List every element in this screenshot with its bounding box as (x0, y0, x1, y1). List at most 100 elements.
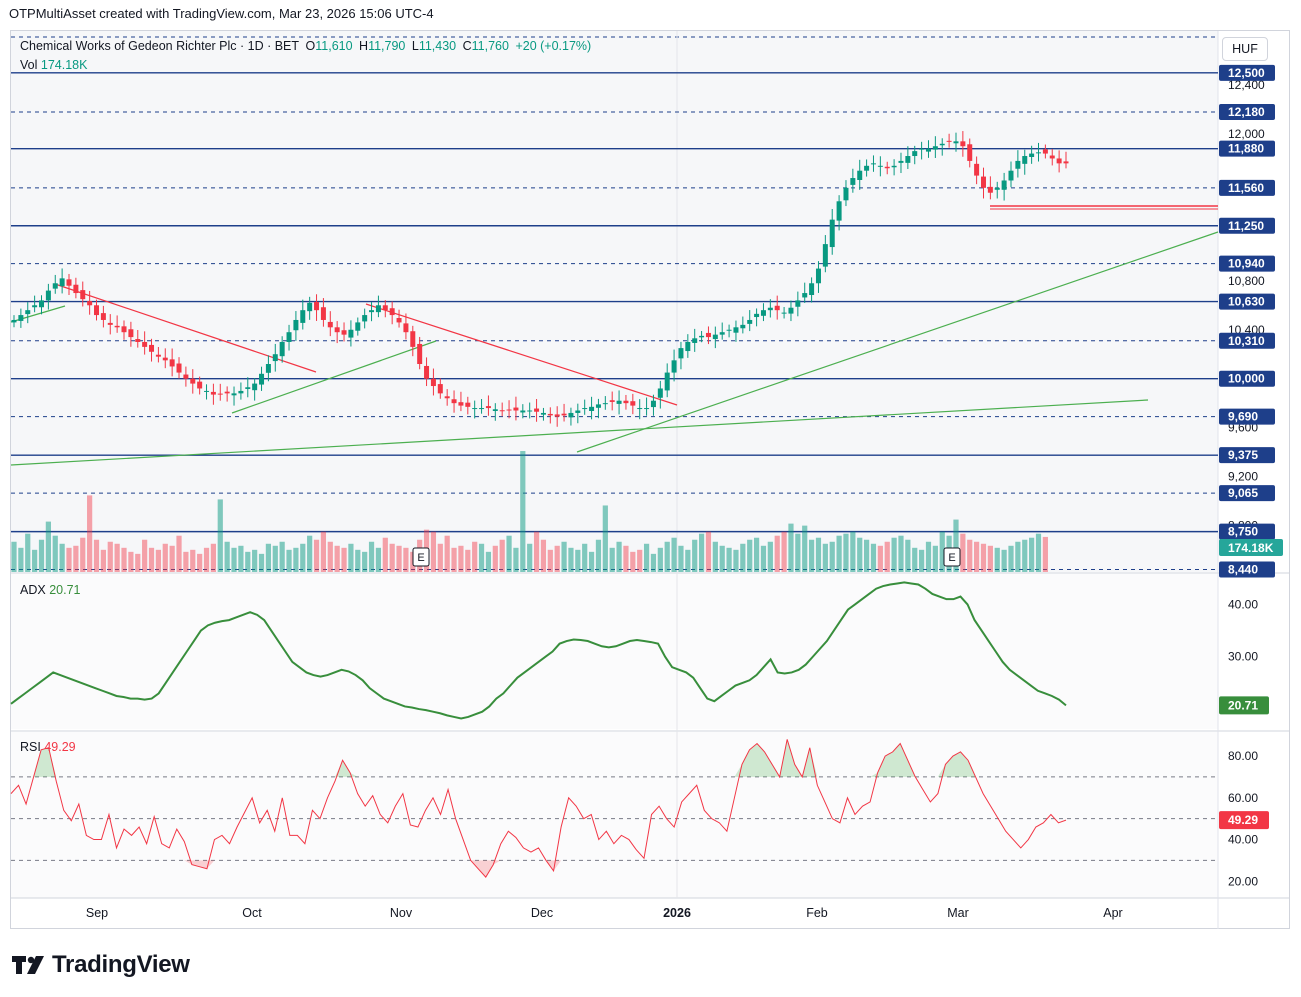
candle (245, 387, 251, 389)
volume-bar (1001, 549, 1007, 572)
candle (293, 319, 299, 331)
adx-pane-bg (11, 574, 1218, 729)
price-level-tag-label: 10,630 (1228, 295, 1265, 309)
volume-bar (430, 531, 437, 572)
volume-bar (396, 545, 402, 572)
volume-last-tag-label: 174.18K (1228, 541, 1274, 555)
rsi-tick-label: 60.00 (1228, 791, 1258, 805)
x-tick-label-mar: Mar (947, 906, 969, 920)
candle (967, 144, 973, 161)
candle (864, 165, 870, 171)
tradingview-logo[interactable]: TradingView (12, 951, 190, 979)
candle (375, 305, 381, 313)
price-level-tag-label: 8,440 (1228, 563, 1258, 577)
volume-bar (980, 543, 987, 572)
earnings-marker-label: E (948, 552, 955, 564)
price-level-tag (1219, 447, 1275, 464)
candle (898, 160, 904, 163)
volume-bar (73, 545, 79, 572)
adx-line (10, 581, 1067, 720)
candle (520, 410, 526, 413)
currency-button[interactable]: HUF (1222, 37, 1268, 61)
volume-value: 174.18K (40, 58, 88, 72)
volume-bar (513, 547, 519, 572)
price-level-tag (1219, 255, 1275, 272)
volume-bar (197, 553, 203, 572)
volume-bar (740, 543, 746, 572)
candle (252, 383, 258, 391)
chart-frame (10, 30, 1290, 929)
price-level-tag (1219, 64, 1275, 81)
candle (974, 163, 980, 176)
candle (754, 313, 760, 318)
volume-bar (967, 539, 973, 572)
volume-bar (11, 541, 17, 572)
price-level-tag-label: 11,560 (1228, 181, 1264, 195)
candle (767, 307, 773, 311)
candle (11, 319, 17, 323)
trendline-long-green (10, 399, 1149, 466)
candle (664, 372, 670, 391)
candle (128, 329, 134, 338)
candle (210, 391, 216, 395)
candle (891, 165, 897, 168)
candle (850, 178, 856, 185)
volume-bar (169, 545, 175, 572)
candle (382, 305, 388, 311)
candle (396, 318, 402, 323)
candle (919, 148, 925, 150)
volume-bar (348, 543, 354, 572)
candle (320, 307, 326, 320)
candle (121, 326, 127, 333)
candle (836, 201, 842, 221)
volume-bar (643, 543, 650, 572)
volume-bar (485, 551, 492, 572)
price-level-tag (1219, 140, 1275, 157)
candle (417, 343, 423, 365)
earnings-marker (943, 547, 961, 567)
adx-legend[interactable]: ADX 20.71 (20, 583, 80, 597)
earnings-marker (412, 547, 430, 567)
volume-bar (870, 543, 877, 572)
volume-bar (795, 533, 801, 572)
volume-bar (843, 533, 849, 572)
volume-bar (939, 531, 945, 572)
volume-bar (898, 535, 904, 572)
candle (506, 409, 512, 411)
volume-bar (547, 549, 553, 572)
volume-bar (355, 549, 361, 572)
adx-last-tag (1219, 696, 1269, 715)
rsi-legend[interactable]: RSI 49.29 (20, 740, 76, 754)
candle (630, 401, 636, 406)
volume-bar (802, 525, 808, 572)
candle (499, 410, 505, 412)
price-level-tag (1219, 370, 1275, 387)
volume-bar (114, 543, 120, 572)
candle (540, 412, 546, 415)
symbol-legend[interactable]: Chemical Works of Gedeon Richter Plc · 1… (20, 39, 594, 53)
candle (1063, 161, 1069, 164)
x-tick-label-oct: Oct (242, 906, 262, 920)
x-tick-label-apr: Apr (1103, 906, 1122, 920)
price-level-tag (1219, 332, 1275, 349)
candle (389, 308, 395, 316)
candle (155, 354, 161, 357)
candle (485, 406, 491, 409)
candle (224, 391, 230, 394)
candle (534, 408, 540, 412)
adx-value: 20.71 (49, 583, 81, 597)
y-tick-label: 10,800 (1228, 274, 1265, 288)
volume-bar (850, 531, 856, 572)
candle (114, 325, 120, 328)
price-level-tag-label: 10,000 (1228, 372, 1265, 386)
volume-bar (698, 533, 705, 572)
volume-bar (595, 539, 602, 572)
candle (960, 141, 966, 147)
volume-bar (25, 533, 31, 572)
volume-bar (1022, 539, 1028, 572)
volume-bar (912, 547, 918, 572)
candle (637, 408, 643, 410)
volume-legend[interactable]: Vol 174.18K (20, 58, 87, 72)
volume-bar (616, 541, 622, 572)
